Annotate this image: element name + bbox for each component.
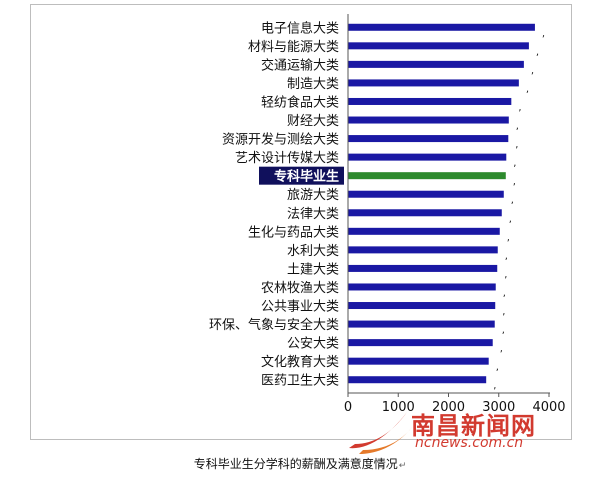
category-label: 旅游大类 [287,188,339,203]
x-tick-label: 0 [344,400,352,415]
bar [348,209,502,217]
data-label: , [515,140,518,151]
data-label: , [536,47,539,58]
category-label: 公安大类 [287,337,339,352]
watermark-url: ncnews.com.cn [415,435,524,451]
category-label: 环保、气象与安全大类 [209,317,339,333]
data-label: , [513,158,516,169]
data-label: , [509,214,512,225]
bar [348,60,524,68]
category-label: 材料与能源大类 [248,40,339,55]
category-label: 法律大类 [287,207,339,222]
category-label: 电子信息大类 [261,20,339,36]
chart-frame [30,4,572,440]
highlight-label-bg [259,166,344,185]
caption-text: 专科毕业生分学科的薪酬及满意度情况 [193,457,398,471]
category-label: 医药卫生大类 [261,374,339,389]
x-tick-label: 1000 [382,400,415,415]
bar [348,283,496,291]
data-label: , [500,344,503,355]
category-label: 生化与药品大类 [248,225,339,240]
data-label: , [503,288,506,299]
watermark-name: 南昌新闻网 [411,412,536,440]
category-label: 轻纺食品大类 [261,94,339,110]
return-mark-icon: ↵ [398,461,407,471]
figure-caption: 专科毕业生分学科的薪酬及满意度情况↵ [0,455,600,472]
bar [348,153,507,161]
data-label: , [526,84,529,95]
bar [348,376,487,384]
x-tick-label: 2000 [432,400,465,415]
x-tick-label: 4000 [532,400,565,415]
data-label: , [504,269,507,280]
bar [348,23,535,31]
category-label: 资源开发与测绘大类 [222,132,339,148]
watermark: 南昌新闻网 ncnews.com.cn [345,404,585,456]
data-label: , [531,65,534,76]
data-label: , [518,102,521,113]
bar [348,357,489,365]
category-label: 财经大类 [287,114,339,129]
data-label: , [496,362,499,373]
bar [348,227,500,235]
category-label: 文化教育大类 [261,354,339,370]
data-label: , [511,195,514,206]
bar [348,190,504,198]
bar [348,135,509,143]
bar [348,79,519,87]
bar [348,97,512,105]
data-label: , [493,381,496,392]
swoosh-logo-icon [349,412,413,454]
bar [348,246,498,254]
category-label: 艺术设计传媒大类 [235,151,339,166]
bar [348,302,496,310]
bar [348,42,529,50]
category-label: 土建大类 [287,262,339,277]
data-label: , [542,28,545,39]
x-tick-label: 3000 [482,400,515,415]
bar [348,320,495,328]
category-label: 公共事业大类 [261,300,339,315]
data-label: , [502,325,505,336]
bar [348,116,509,124]
category-label: 专科毕业生 [274,169,339,185]
data-label: , [516,121,519,132]
data-label: , [507,232,510,243]
category-label: 制造大类 [287,77,339,92]
highlight-bar [348,172,506,180]
data-label: , [502,307,505,318]
category-label: 农林牧渔大类 [261,281,339,296]
bar [348,264,498,272]
category-label: 交通运输大类 [261,57,339,73]
bar [348,339,493,347]
category-label: 水利大类 [287,244,339,259]
data-label: , [513,177,516,188]
data-label: , [505,251,508,262]
